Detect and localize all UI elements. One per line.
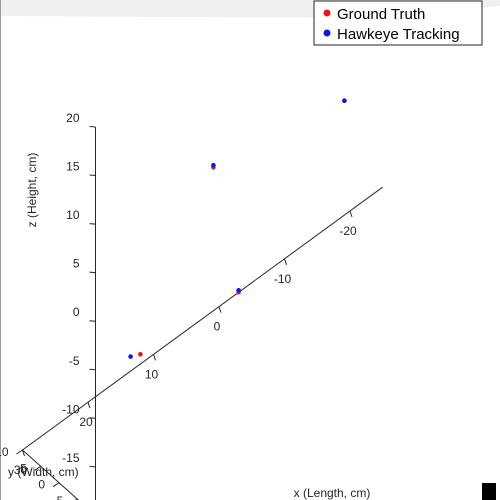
z-tick-label: 20 <box>66 111 80 125</box>
legend-marker-ground-truth <box>323 9 331 17</box>
hawkeye-tracking-point <box>236 288 241 293</box>
x-tick-label: 20 <box>79 415 93 429</box>
y-tick-mark <box>52 482 60 488</box>
z-tick-label: 5 <box>73 257 80 271</box>
z-tick-label: -15 <box>62 451 80 465</box>
y-tick-mark <box>16 449 23 455</box>
z-tick-label: -10 <box>62 402 80 416</box>
z-tick-label: -5 <box>69 354 80 368</box>
y-tick-label: 0 <box>38 478 45 492</box>
y-tick-label: -5 <box>53 494 64 500</box>
ground-truth-point <box>138 352 143 357</box>
corner-block <box>482 483 496 500</box>
legend-marker-hawkeye-tracking <box>323 29 331 37</box>
x-tick-mark <box>22 449 25 457</box>
x-tick-label: -10 <box>274 272 292 286</box>
x-axis-label: x (Length, cm) <box>294 486 371 500</box>
z-tick-mark <box>89 417 96 419</box>
hawkeye-tracking-point <box>211 162 216 168</box>
y-axis-label: y (Width, cm) <box>8 465 79 479</box>
z-tick-mark <box>89 368 96 371</box>
x-tick-mark <box>284 258 287 265</box>
z-tick-mark <box>89 465 96 468</box>
x-tick-label: 10 <box>145 367 159 381</box>
z-tick-label: 15 <box>66 160 80 174</box>
x-tick-mark <box>153 354 156 361</box>
z-tick-mark <box>89 320 96 322</box>
z-tick-mark <box>89 174 96 177</box>
x-tick-label: -20 <box>339 224 357 238</box>
hawkeye-tracking-point <box>128 354 133 359</box>
points-layer <box>128 98 347 359</box>
figure-left-frame <box>0 0 1 500</box>
x-tick-mark <box>87 402 91 409</box>
z-tick-mark <box>89 271 96 274</box>
z-tick-mark <box>89 223 96 225</box>
legend: Ground Truth Hawkeye Tracking <box>313 0 483 46</box>
y-tick-label: 5 <box>20 461 27 475</box>
x-tick-label: 0 <box>214 320 221 334</box>
x-tick-mark <box>349 210 353 218</box>
y-tick-label: 10 <box>0 445 9 459</box>
legend-label-ground-truth: Ground Truth <box>337 6 425 23</box>
x-axis-line <box>22 186 384 451</box>
z-axis-label: z (Height, cm) <box>25 153 39 228</box>
x-tick-label: 30 <box>14 463 28 477</box>
z-tick-mark <box>89 126 96 128</box>
legend-label-hawkeye-tracking: Hawkeye Tracking <box>337 26 460 43</box>
z-tick-label: 0 <box>73 305 80 319</box>
legend-box <box>313 0 483 46</box>
hawkeye-tracking-point <box>342 98 347 103</box>
y-tick-mark <box>34 465 42 471</box>
x-tick-mark <box>218 306 222 313</box>
z-tick-label: 10 <box>66 208 80 222</box>
